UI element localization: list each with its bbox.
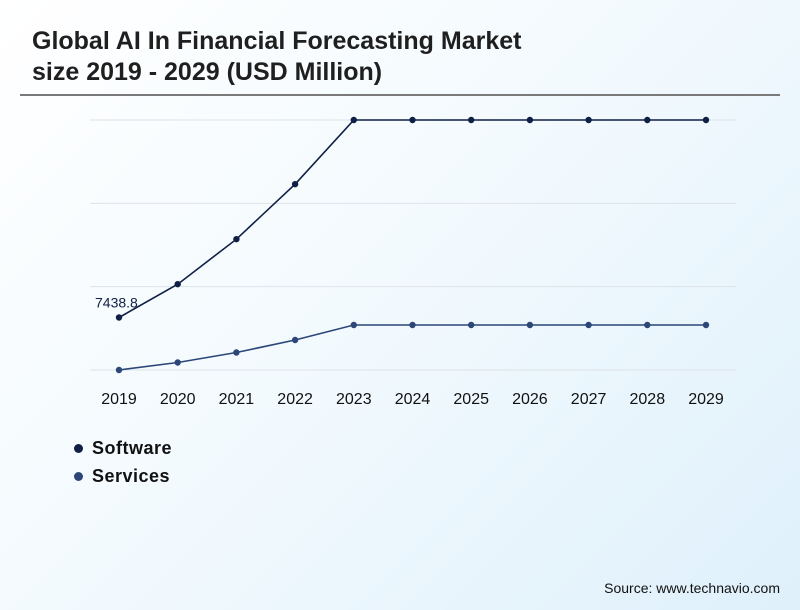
data-point-services-2026	[526, 321, 534, 329]
x-tick-label-2027: 2027	[571, 391, 607, 408]
data-label-software-2019: 7438.8	[95, 295, 138, 311]
data-point-software-2027	[585, 116, 592, 124]
x-tick-label-2020: 2020	[160, 391, 196, 408]
title-divider	[20, 94, 780, 96]
data-point-services-2028	[644, 321, 651, 329]
data-point-services-2021	[233, 349, 240, 356]
series-line-software	[118, 119, 706, 319]
legend: Software Services	[74, 434, 172, 490]
x-tick-label-2023: 2023	[336, 391, 372, 408]
legend-marker-services	[74, 471, 83, 481]
data-point-services-2023	[350, 321, 357, 329]
chart-title: Global AI In Financial Forecasting Marke…	[32, 26, 632, 88]
x-tick-label-2019: 2019	[101, 391, 137, 408]
data-point-services-2025	[468, 321, 475, 329]
data-point-software-2024	[409, 116, 416, 124]
legend-label-software: Software	[92, 437, 173, 458]
series-line-services	[118, 324, 706, 371]
x-tick-label-2025: 2025	[453, 391, 489, 408]
data-point-services-2019	[115, 366, 123, 374]
data-point-software-2019	[115, 314, 123, 321]
legend-marker-software	[74, 443, 83, 453]
data-point-software-2029	[702, 116, 710, 124]
data-point-software-2023	[350, 116, 357, 124]
data-point-software-2020	[174, 280, 181, 288]
legend-item-services[interactable]: Services	[74, 462, 172, 490]
data-point-services-2024	[409, 321, 416, 329]
data-point-software-2025	[468, 116, 475, 124]
x-tick-label-2026: 2026	[512, 391, 548, 408]
x-tick-label-2024: 2024	[395, 391, 431, 408]
x-tick-label-2022: 2022	[277, 391, 313, 408]
data-point-services-2029	[702, 321, 710, 329]
data-point-services-2022	[291, 336, 299, 344]
legend-item-software[interactable]: Software	[74, 434, 172, 462]
x-tick-label-2029: 2029	[688, 391, 724, 408]
chart-title-line-1: Global AI In Financial Forecasting Marke…	[32, 27, 522, 55]
data-point-software-2028	[644, 116, 651, 124]
data-point-services-2020	[174, 359, 181, 366]
data-point-software-2026	[526, 116, 534, 124]
source-note: Source: www.technavio.com	[604, 580, 780, 596]
x-tick-label-2021: 2021	[219, 391, 255, 408]
x-tick-label-2028: 2028	[630, 391, 666, 408]
chart-title-line-2: size 2019 - 2029 (USD Million)	[32, 58, 383, 86]
data-point-services-2027	[585, 321, 592, 329]
data-point-software-2021	[233, 235, 240, 243]
legend-label-services: Services	[92, 465, 171, 486]
data-point-software-2022	[291, 180, 299, 188]
